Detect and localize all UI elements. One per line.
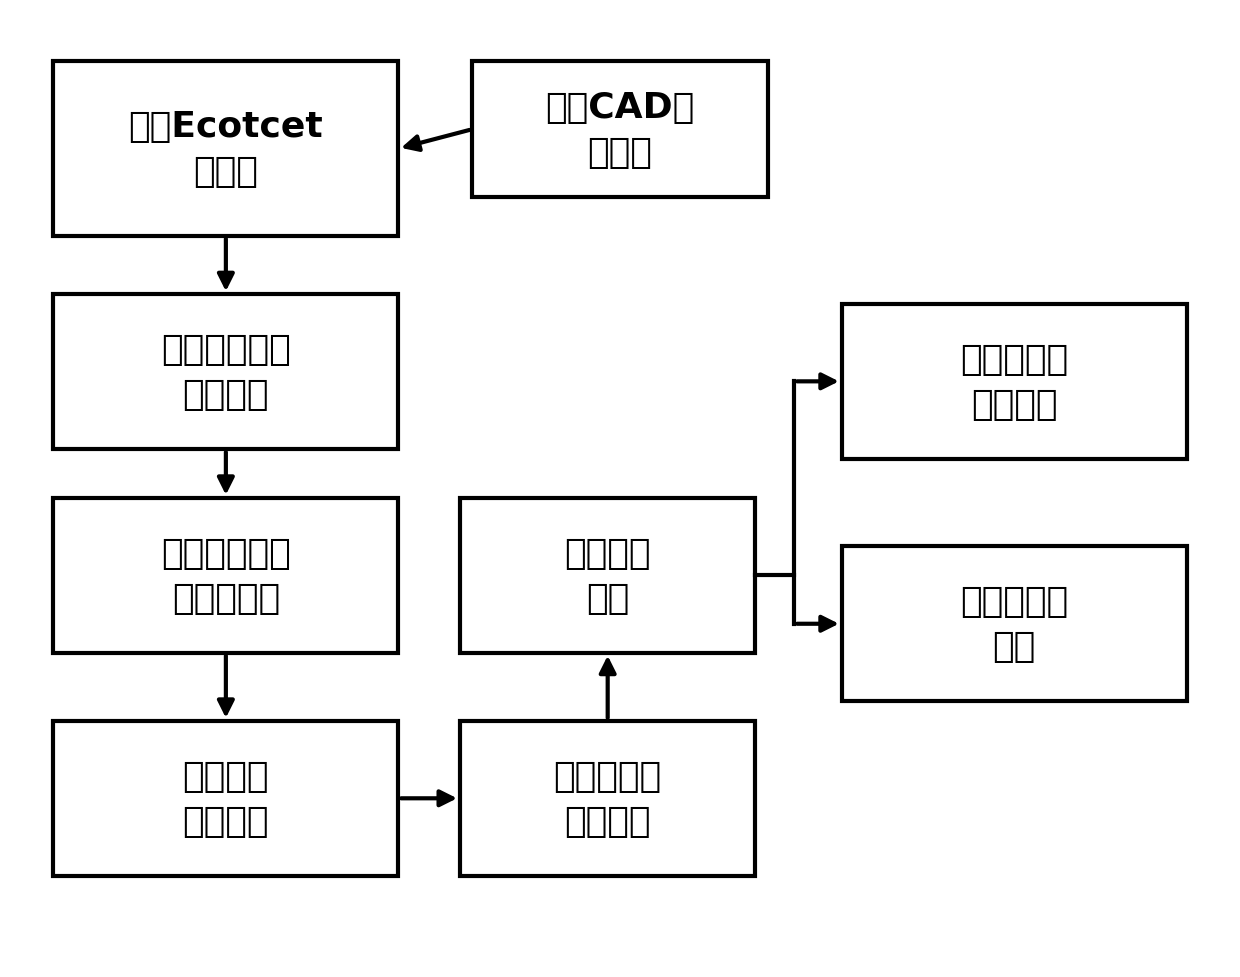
Text: 设置地理位置
信息即朝向: 设置地理位置 信息即朝向 (161, 536, 290, 616)
Bar (460, 498, 755, 654)
Text: 导入Ecotcet
软件中: 导入Ecotcet 软件中 (129, 110, 324, 189)
Text: 太阳辐射量
数据: 太阳辐射量 数据 (960, 585, 1068, 663)
Text: 太阳辐射量
累积云图: 太阳辐射量 累积云图 (960, 343, 1068, 421)
Text: 设置结构
分析网格: 设置结构 分析网格 (182, 759, 269, 838)
Bar (460, 721, 755, 876)
Bar (842, 546, 1187, 701)
Text: 太阳辐射
分析: 太阳辐射 分析 (564, 536, 651, 616)
Bar (53, 498, 398, 654)
Text: 辐射量累积
起止时间: 辐射量累积 起止时间 (553, 759, 662, 838)
Bar (472, 63, 768, 198)
Bar (53, 295, 398, 449)
Bar (842, 305, 1187, 459)
Text: 建立CAD三
维模型: 建立CAD三 维模型 (546, 91, 694, 169)
Text: 载入地理气候
数据文件: 载入地理气候 数据文件 (161, 333, 290, 411)
Bar (53, 721, 398, 876)
Bar (53, 63, 398, 236)
